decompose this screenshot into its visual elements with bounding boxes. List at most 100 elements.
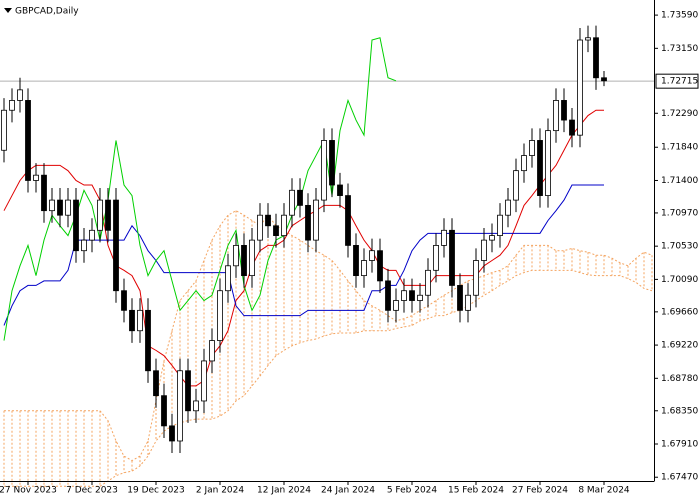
y-tick-label: 1.71400 [661,176,698,186]
candle-body [313,199,319,241]
candle-body [57,199,63,216]
candle-body [81,239,87,252]
x-tick-label: 27 Nov 2023 [0,486,57,496]
candle-body [329,140,335,186]
candle-body [337,184,343,196]
y-tick-label: 1.70970 [661,208,698,218]
candle-body [281,214,287,236]
candle-body [433,245,439,271]
candle-body [529,140,535,156]
candle-body [401,290,407,301]
candle-body [129,309,135,332]
candle-body [49,199,55,212]
current-price-label: 1.72715 [661,77,698,87]
candle-body [441,229,447,246]
candle-body [353,245,359,277]
candle-body [145,309,151,372]
candle-body [425,269,431,296]
candle-body [377,250,383,282]
y-tick-label: 1.73150 [661,44,698,54]
candle-body [185,370,191,412]
y-tick-label: 1.68350 [661,406,698,416]
x-tick-label: 2 Jan 2024 [196,486,244,496]
candle-body [489,235,495,241]
y-tick-label: 1.69660 [661,307,698,317]
candle-body [97,199,103,231]
span-a-line [4,210,653,462]
candle-body [89,229,95,241]
candle-body [569,119,575,136]
candle-body [65,199,71,216]
candle-body [561,100,567,121]
candle-body [585,37,591,41]
x-tick-label: 24 Jan 2024 [321,486,375,496]
candle-body [17,89,23,101]
x-tick-label: 7 Dec 2023 [66,486,118,496]
candle-body [449,229,455,286]
candle-body [265,214,271,227]
x-tick-label: 8 Mar 2024 [578,486,630,496]
candle-body [473,260,479,296]
candle-body [121,290,127,311]
y-tick-label: 1.69220 [661,341,698,351]
candle-body [385,280,391,311]
candle-body [601,77,607,82]
candle-body [345,195,351,246]
candle-body [393,300,399,311]
candle-body [361,260,367,277]
current-price-box [655,73,699,89]
candle-body [225,265,231,292]
x-tick-label: 27 Feb 2024 [512,486,568,496]
candle-body [457,285,463,311]
candle-body [297,189,303,206]
indicator-line [3,109,604,387]
candle-body [465,294,471,311]
candle-body [73,199,79,252]
candle-body [321,140,327,201]
candle-body [41,174,47,212]
candle-body [33,174,39,181]
y-tick-label: 1.73590 [661,11,698,21]
candle-body [105,199,111,231]
candle-body [177,370,183,442]
candle-body [169,425,175,442]
candle-body [553,100,559,132]
candle-body [193,400,199,412]
x-tick-label: 5 Feb 2024 [387,486,438,496]
candle-body [217,290,223,341]
indicator-line [3,184,604,326]
candle-body [593,37,599,79]
candle-body [577,39,583,136]
x-tick-label: 12 Jan 2024 [257,486,311,496]
y-tick-label: 1.68780 [661,374,698,384]
chart-title: GBPCAD,Daily [15,7,79,17]
candle-body [233,245,239,267]
y-tick-label: 1.67470 [661,473,698,483]
candle-body [481,239,487,261]
title-icon [4,8,12,13]
y-tick-label: 1.70090 [661,275,698,285]
candle-body [305,204,311,241]
y-tick-label: 1.70530 [661,242,698,252]
candle-body [369,250,375,261]
candle-body [1,109,7,151]
candle-body [9,100,15,111]
candle-body [137,309,143,332]
x-tick-label: 19 Dec 2023 [127,486,185,496]
candle-body [209,340,215,362]
plot-area [0,25,654,487]
candle-body [273,225,279,236]
candle-body [257,214,263,241]
span-b-line [4,269,653,487]
candle-body [25,100,31,181]
candle-body [113,199,119,292]
candle-body [537,140,543,196]
candle-body [241,245,247,277]
candle-body [289,189,295,216]
x-tick-label: 15 Feb 2024 [448,486,504,496]
y-tick-label: 1.72290 [661,109,698,119]
candle-body [513,170,519,201]
y-tick-label: 1.67910 [661,440,698,450]
candle-body [505,199,511,216]
